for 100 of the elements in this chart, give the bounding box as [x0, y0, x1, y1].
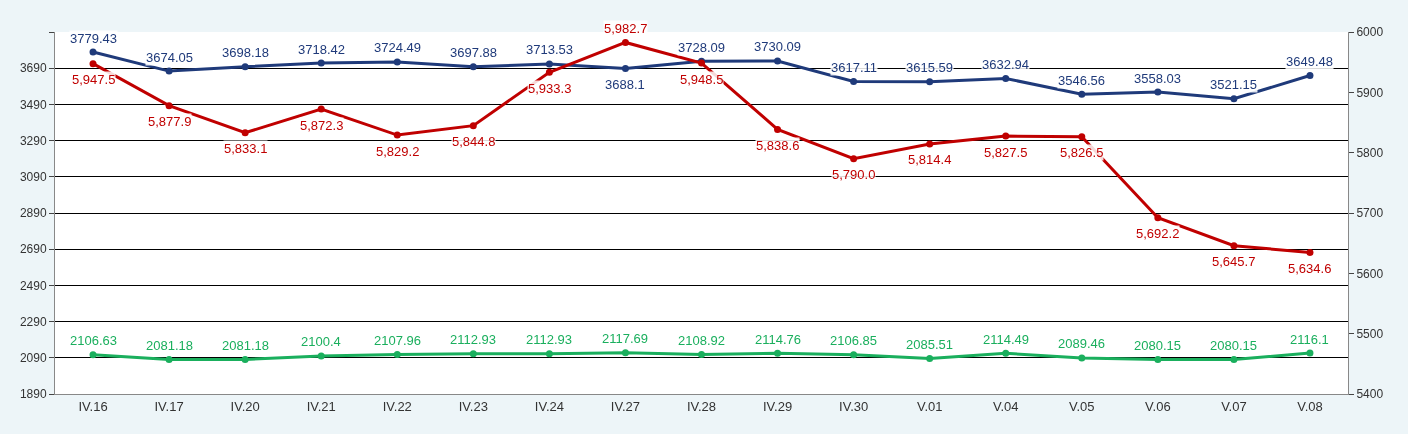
y2-tick-label: 5500: [1356, 326, 1384, 341]
data-label: 5,829.2: [376, 144, 420, 159]
x-tick-label: V.08: [1297, 398, 1323, 414]
point: [621, 38, 629, 46]
data-label: 3718.42: [298, 42, 345, 57]
y2-tick-label: 5800: [1356, 145, 1384, 160]
point: [165, 355, 173, 363]
data-label: 2081.18: [222, 338, 269, 353]
point: [774, 349, 782, 357]
data-label: 5,692.2: [1136, 226, 1180, 241]
x-tick-label: IV.16: [78, 398, 108, 414]
data-label: 5,877.9: [148, 114, 192, 129]
data-label: 3632.94: [982, 57, 1029, 72]
y-tick-label: 2890: [19, 206, 47, 221]
data-label: 3615.59: [906, 60, 953, 75]
data-label: 2100.4: [301, 334, 341, 349]
point: [545, 350, 553, 358]
y-tick-label: 3290: [19, 133, 47, 148]
point: [1230, 242, 1238, 250]
point: [1002, 349, 1010, 357]
y-tick-label: 3090: [19, 170, 47, 184]
data-label: 2114.49: [983, 332, 1030, 347]
x-tick-label: V.01: [916, 398, 943, 414]
data-label: 2112.93: [526, 332, 573, 347]
data-label: 3698.18: [222, 45, 269, 60]
point: [926, 140, 934, 148]
data-label: 3649.48: [1286, 54, 1333, 69]
point: [1306, 72, 1314, 80]
data-label: 5,933.3: [528, 81, 572, 96]
point: [317, 105, 325, 113]
data-label: 3546.56: [1058, 73, 1105, 88]
data-label: 3779.43: [70, 31, 117, 46]
point: [1078, 354, 1086, 362]
x-tick-label: IV.17: [154, 398, 184, 414]
point: [850, 351, 858, 359]
point: [774, 57, 782, 65]
x-tick-label: IV.23: [458, 398, 488, 414]
y-tick-label: 3490: [19, 97, 47, 112]
point: [1154, 88, 1162, 96]
point: [165, 102, 173, 110]
data-label: 5,844.8: [452, 134, 496, 149]
y-tick-label: 2490: [19, 278, 47, 293]
x-tick-label: IV.24: [534, 398, 564, 414]
x-tick-label: IV.28: [686, 398, 717, 414]
y-tick-label: 2290: [19, 314, 47, 329]
point: [926, 355, 934, 363]
data-label: 3730.09: [754, 39, 801, 54]
x-tick-label: IV.30: [839, 398, 869, 414]
data-label: 5,948.5: [680, 72, 724, 87]
point: [1306, 248, 1314, 256]
data-label: 5,947.5: [72, 72, 116, 87]
y-tick-label: 3690: [19, 61, 47, 76]
point: [850, 77, 858, 85]
data-label: 3713.53: [526, 42, 573, 57]
point: [1230, 95, 1238, 103]
data-label: 3558.03: [1134, 71, 1181, 86]
y2-tick-label: 5900: [1356, 85, 1384, 100]
data-label: 5,790.0: [832, 167, 876, 182]
data-label: 5,872.3: [300, 118, 344, 133]
point: [1306, 349, 1314, 357]
point: [241, 63, 249, 71]
data-label: 5,826.5: [1060, 145, 1104, 160]
x-tick-label: V.05: [1069, 398, 1095, 414]
data-label: 5,827.5: [984, 145, 1028, 160]
data-label: 5,833.1: [224, 141, 268, 156]
data-label: 3728.09: [678, 40, 725, 55]
x-tick-label: V.06: [1145, 398, 1171, 414]
point: [241, 355, 249, 363]
data-label: 2112.93: [450, 332, 497, 347]
data-label: 3724.49: [374, 40, 421, 55]
point: [774, 125, 782, 133]
point: [1154, 356, 1162, 364]
point: [317, 59, 325, 67]
data-label: 2089.46: [1058, 336, 1105, 351]
data-label: 2080.15: [1210, 338, 1257, 353]
point: [545, 68, 553, 76]
point: [393, 351, 401, 359]
point: [89, 48, 97, 56]
y-tick-label: 2690: [19, 242, 47, 257]
point: [89, 60, 97, 68]
point: [621, 65, 629, 73]
x-tick-label: V.04: [992, 398, 1019, 414]
y-tick-label: 2090: [19, 351, 47, 365]
data-label: 2108.92: [678, 333, 725, 348]
data-label: 3697.88: [450, 45, 497, 60]
data-label: 5,982.7: [604, 21, 648, 36]
point: [393, 131, 401, 139]
y2-tick-label: 5400: [1356, 387, 1384, 402]
data-label: 2117.69: [602, 331, 649, 346]
point: [469, 122, 477, 130]
y2-tick-label: 6000: [1356, 25, 1384, 40]
point: [1078, 133, 1086, 141]
point: [1078, 90, 1086, 98]
point: [1154, 214, 1162, 222]
x-tick-label: IV.21: [306, 398, 336, 414]
point: [469, 63, 477, 71]
x-tick-label: V.07: [1221, 398, 1247, 414]
data-label: 3617.11: [831, 60, 878, 75]
point: [850, 155, 858, 163]
point: [1230, 356, 1238, 364]
